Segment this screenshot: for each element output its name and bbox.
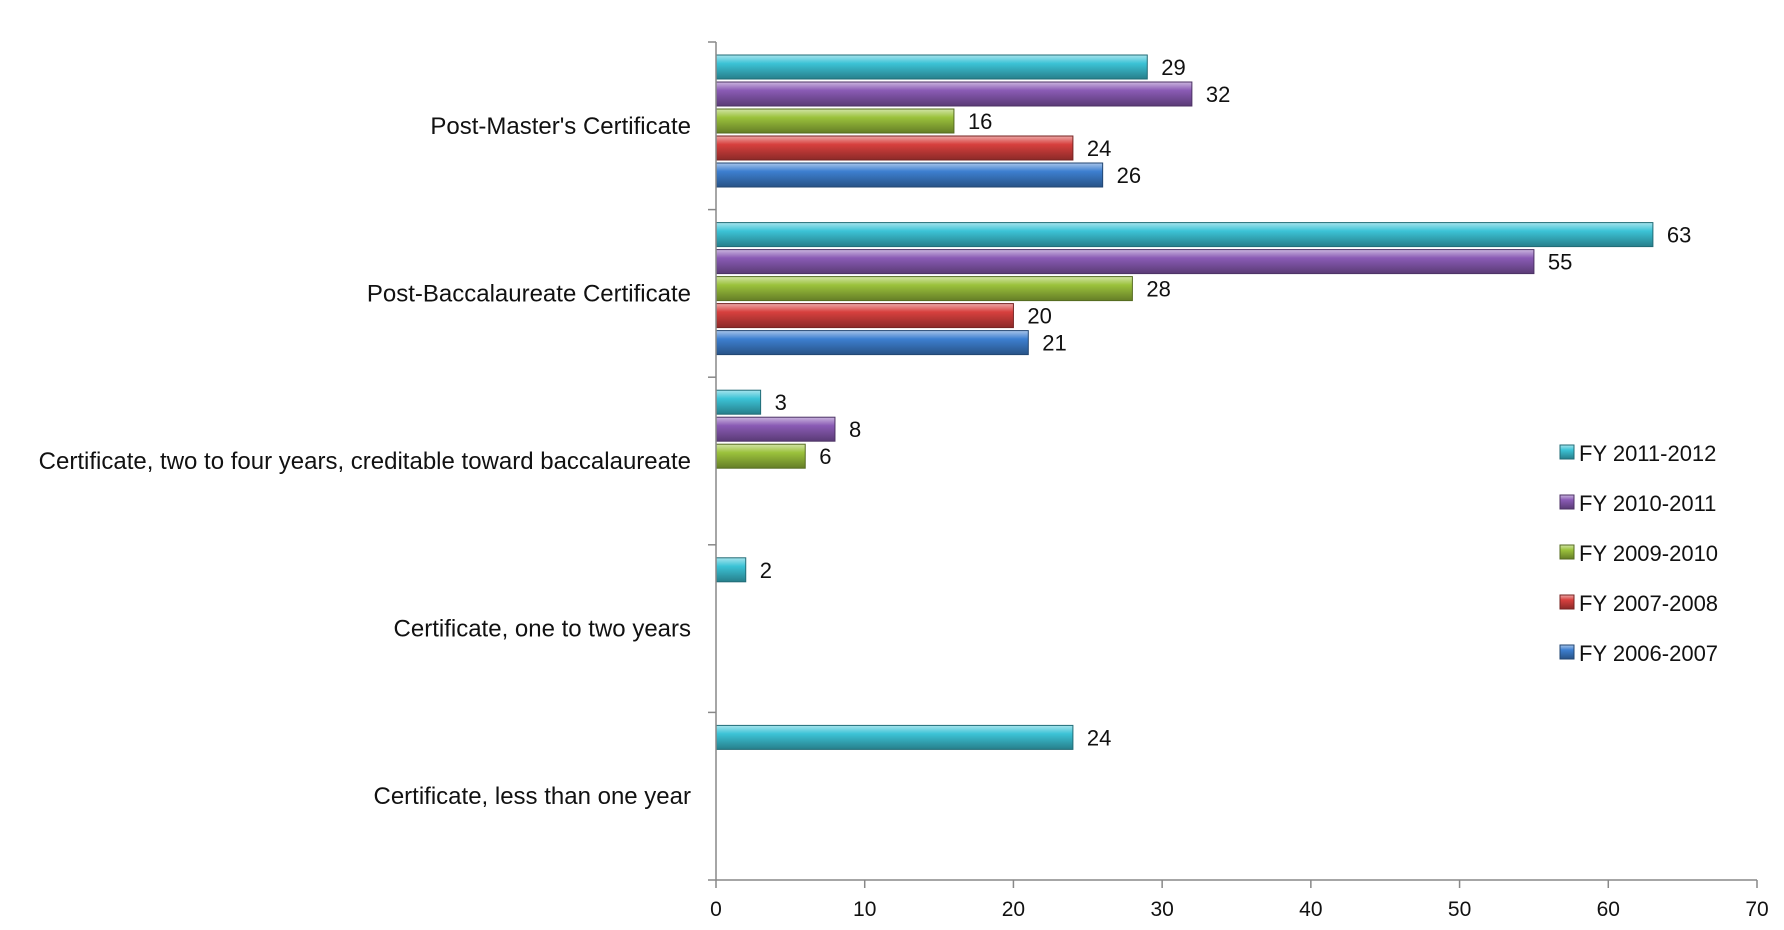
legend-swatch-fy-2009-2010	[1559, 544, 1575, 560]
x-tick-label: 60	[1597, 898, 1620, 921]
category-label: Post-Baccalaureate Certificate	[367, 280, 691, 307]
bar-post-baccalaureate-certificate-fy-2011-2012	[715, 222, 1654, 248]
legend-label-fy-2006-2007: FY 2006-2007	[1579, 641, 1718, 666]
axis-layer	[708, 41, 1758, 888]
category-label: Certificate, less than one year	[374, 783, 692, 810]
data-label-post-master-s-certificate-fy-2011-2012: 29	[1161, 55, 1185, 80]
legend-label-fy-2007-2008: FY 2007-2008	[1579, 591, 1718, 616]
bar-certificate-two-to-four-years-creditable-toward-baccalaureate-fy-2011-2012	[715, 389, 762, 415]
bar-certificate-two-to-four-years-creditable-toward-baccalaureate-fy-2009-2010	[715, 443, 806, 469]
data-label-post-baccalaureate-certificate-fy-2009-2010: 28	[1146, 277, 1170, 302]
bar-post-master-s-certificate-fy-2010-2011	[715, 81, 1193, 107]
bar-certificate-less-than-one-year-fy-2011-2012	[715, 724, 1074, 750]
legend-label-fy-2010-2011: FY 2010-2011	[1579, 491, 1716, 516]
data-label-certificate-two-to-four-years-creditable-toward-baccalaureate-fy-2009-2010: 6	[819, 444, 831, 469]
legend-swatch-fy-2007-2008	[1559, 594, 1575, 610]
x-tick-label: 10	[853, 898, 876, 921]
bar-post-baccalaureate-certificate-fy-2010-2011	[715, 249, 1535, 275]
legend-label-fy-2011-2012: FY 2011-2012	[1579, 441, 1716, 466]
bar-post-baccalaureate-certificate-fy-2009-2010	[715, 276, 1133, 302]
data-label-post-baccalaureate-certificate-fy-2007-2008: 20	[1027, 304, 1051, 329]
category-label: Certificate, one to two years	[394, 616, 691, 643]
legend-label-fy-2009-2010: FY 2009-2010	[1579, 541, 1718, 566]
legend-swatch-fy-2006-2007	[1559, 644, 1575, 660]
x-tick-label: 50	[1448, 898, 1471, 921]
bar-certificate-two-to-four-years-creditable-toward-baccalaureate-fy-2010-2011	[715, 416, 836, 442]
data-label-certificate-two-to-four-years-creditable-toward-baccalaureate-fy-2010-2011: 8	[849, 417, 861, 442]
legend: FY 2011-2012 FY 2010-2011 FY 2009-2010 FY 2…	[1559, 441, 1718, 666]
x-tick-label: 40	[1299, 898, 1322, 921]
x-tick-label: 30	[1150, 898, 1173, 921]
bar-post-master-s-certificate-fy-2009-2010	[715, 108, 955, 134]
data-label-certificate-one-to-two-years-fy-2011-2012: 2	[760, 558, 772, 583]
bar-post-master-s-certificate-fy-2006-2007	[715, 162, 1104, 188]
bar-post-master-s-certificate-fy-2007-2008	[715, 135, 1074, 161]
data-label-post-master-s-certificate-fy-2009-2010: 16	[968, 109, 992, 134]
bar-post-master-s-certificate-fy-2011-2012	[715, 54, 1148, 80]
data-label-certificate-less-than-one-year-fy-2011-2012: 24	[1087, 725, 1111, 750]
x-tick-label: 0	[710, 898, 722, 921]
legend-swatch-fy-2011-2012	[1559, 444, 1575, 460]
x-tick-label: 70	[1745, 898, 1768, 921]
data-label-post-baccalaureate-certificate-fy-2006-2007: 21	[1042, 331, 1066, 356]
data-label-certificate-two-to-four-years-creditable-toward-baccalaureate-fy-2011-2012: 3	[775, 390, 787, 415]
data-label-post-master-s-certificate-fy-2010-2011: 32	[1206, 82, 1230, 107]
bar-certificate-one-to-two-years-fy-2011-2012	[715, 557, 747, 583]
bar-post-baccalaureate-certificate-fy-2006-2007	[715, 330, 1029, 356]
category-label: Post-Master's Certificate	[430, 113, 691, 140]
data-label-post-master-s-certificate-fy-2006-2007: 26	[1117, 163, 1141, 188]
x-tick-label: 20	[1002, 898, 1025, 921]
data-label-post-baccalaureate-certificate-fy-2011-2012: 63	[1667, 223, 1691, 248]
category-label: Certificate, two to four years, creditab…	[39, 448, 691, 475]
bar-post-baccalaureate-certificate-fy-2007-2008	[715, 303, 1014, 329]
data-label-post-baccalaureate-certificate-fy-2010-2011: 55	[1548, 250, 1572, 275]
legend-swatch-fy-2010-2011	[1559, 494, 1575, 510]
data-label-post-master-s-certificate-fy-2007-2008: 24	[1087, 136, 1111, 161]
bars-layer	[715, 54, 1654, 750]
